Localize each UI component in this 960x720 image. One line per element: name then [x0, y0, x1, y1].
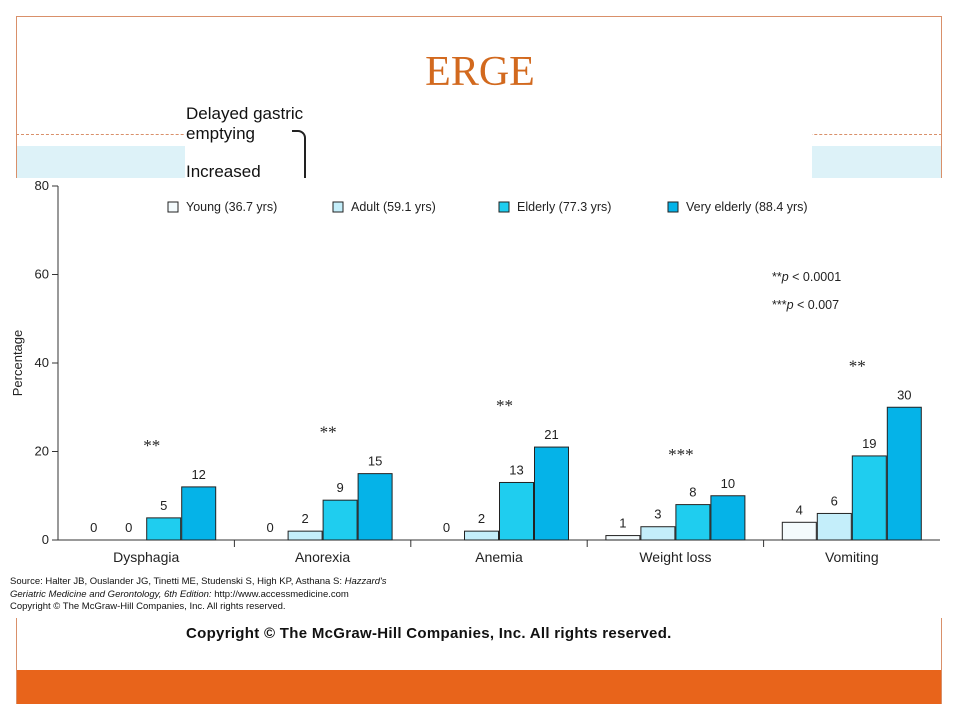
legend-swatch — [332, 201, 344, 213]
x-category-label: Dysphagia — [113, 549, 179, 565]
bar-value-label: 8 — [689, 485, 696, 500]
bar-value-label: 21 — [544, 427, 558, 442]
legend-swatch — [667, 201, 679, 213]
bar-value-label: 19 — [862, 436, 876, 451]
bar-value-label: 2 — [478, 511, 485, 526]
x-category-label: Vomiting — [825, 549, 879, 565]
significance-marker: ** — [496, 396, 513, 415]
bar — [287, 530, 323, 541]
legend-swatch — [167, 201, 179, 213]
bar — [640, 526, 676, 541]
bar — [534, 446, 569, 541]
bar-value-label: 1 — [619, 516, 626, 531]
slide-title: ERGE — [425, 49, 535, 95]
bar-value-label: 15 — [368, 454, 382, 469]
x-category-label: Weight loss — [639, 549, 711, 565]
bar-value-label: 30 — [897, 387, 911, 402]
bar-value-label: 2 — [301, 511, 308, 526]
bar-value-label: 0 — [90, 520, 97, 535]
bar — [605, 535, 641, 541]
legend-swatch — [498, 201, 510, 213]
background-label-line1: Delayed gastric — [186, 104, 304, 123]
y-tick-label: 0 — [42, 532, 49, 547]
bar-value-label: 4 — [796, 502, 803, 517]
background-label-line3: Increased — [186, 162, 261, 181]
x-category-label: Anorexia — [295, 549, 350, 565]
bar — [146, 517, 182, 541]
bar — [851, 455, 887, 541]
bar-value-label: 13 — [509, 462, 523, 477]
background-label-line2: emptying — [186, 124, 255, 143]
bar — [357, 473, 393, 541]
source-citation: Source: Halter JB, Ouslander JG, Tinetti… — [10, 576, 387, 614]
y-tick-label: 40 — [35, 355, 49, 370]
bar — [675, 504, 711, 541]
source-line1-text: Source: Halter JB, Ouslander JG, Tinetti… — [10, 576, 345, 587]
bar-value-label: 0 — [125, 520, 132, 535]
bar — [181, 486, 217, 541]
significance-marker: ** — [320, 423, 337, 442]
bar — [886, 406, 922, 541]
significance-marker: ** — [849, 356, 866, 375]
legend-entry: Very elderly (88.4 yrs) — [686, 200, 808, 214]
bar — [710, 495, 746, 541]
legend-entry: Elderly (77.3 yrs) — [517, 200, 611, 214]
bar-value-label: 12 — [191, 467, 205, 482]
source-copyright: Copyright © The McGraw-Hill Companies, I… — [10, 601, 286, 612]
y-tick-label: 60 — [35, 267, 49, 282]
source-line1-italic: Hazzard's — [344, 576, 387, 587]
source-url: http://www.accessmedicine.com — [214, 588, 349, 600]
bar — [781, 521, 817, 541]
y-tick-label: 80 — [35, 178, 49, 193]
source-line2-italic: Geriatric Medicine and Gerontology, 6th … — [10, 588, 215, 600]
footer-accent-bar — [17, 670, 941, 704]
legend-entry: Adult (59.1 yrs) — [351, 200, 436, 214]
legend-entry: Young (36.7 yrs) — [186, 200, 277, 214]
significance-marker: *** — [668, 445, 694, 464]
bar-value-label: 10 — [721, 476, 735, 491]
y-axis-title: Percentage — [10, 330, 25, 397]
bar — [816, 512, 852, 541]
significance-marker: ** — [143, 436, 160, 455]
background-bracket — [292, 130, 306, 180]
bar — [464, 530, 499, 541]
p-value-footnote: **p < 0.0001 — [772, 270, 841, 284]
p-value-footnote: ***p < 0.007 — [772, 298, 839, 312]
bar-value-label: 9 — [336, 480, 343, 495]
bar — [499, 481, 534, 541]
bar-value-label: 5 — [160, 498, 167, 513]
background-copyright: Copyright © The McGraw-Hill Companies, I… — [186, 625, 672, 642]
bar-value-label: 3 — [654, 507, 661, 522]
bar — [322, 499, 358, 541]
y-tick-label: 20 — [35, 444, 49, 459]
bar-value-label: 0 — [266, 520, 273, 535]
bar-value-label: 6 — [831, 493, 838, 508]
bar-value-label: 0 — [443, 520, 450, 535]
chart-panel: 0 20 40 60 80 Percentage 0 0 5 12 Dysphagia ** 0 2 9 15… — [0, 178, 942, 618]
x-category-label: Anemia — [475, 549, 523, 565]
